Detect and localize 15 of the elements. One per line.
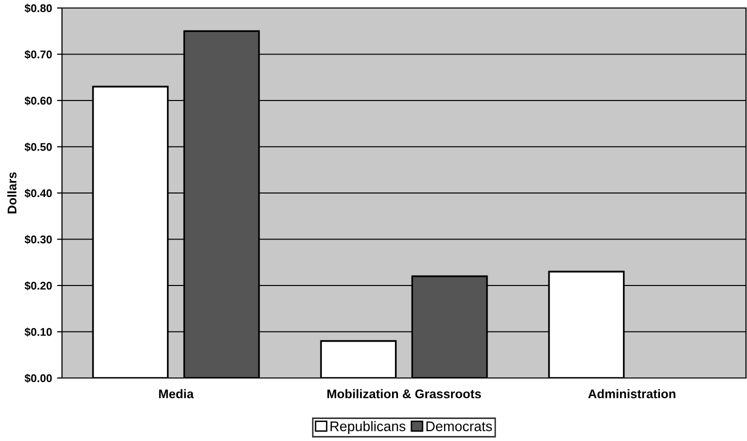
legend-label: Republicans xyxy=(330,421,406,434)
y-tick-label: $0.10 xyxy=(24,328,52,337)
x-tick-label: Media xyxy=(159,389,194,398)
y-tick-label: $0.00 xyxy=(24,374,52,383)
y-axis-title: Dollars xyxy=(7,172,16,214)
y-tick-label: $0.20 xyxy=(24,281,52,290)
y-tick-label: $0.40 xyxy=(24,188,52,198)
y-tick-label: $0.70 xyxy=(24,50,52,60)
y-tick-label: $0.60 xyxy=(24,96,52,106)
y-tick-label: $0.80 xyxy=(24,4,52,13)
x-tick-label: Mobilization & Grassroots xyxy=(327,389,481,398)
y-tick-label: $0.30 xyxy=(24,235,52,244)
legend-label: Democrats xyxy=(426,422,492,432)
x-tick-label: Administration xyxy=(588,389,676,398)
y-tick-label: $0.50 xyxy=(24,142,52,152)
